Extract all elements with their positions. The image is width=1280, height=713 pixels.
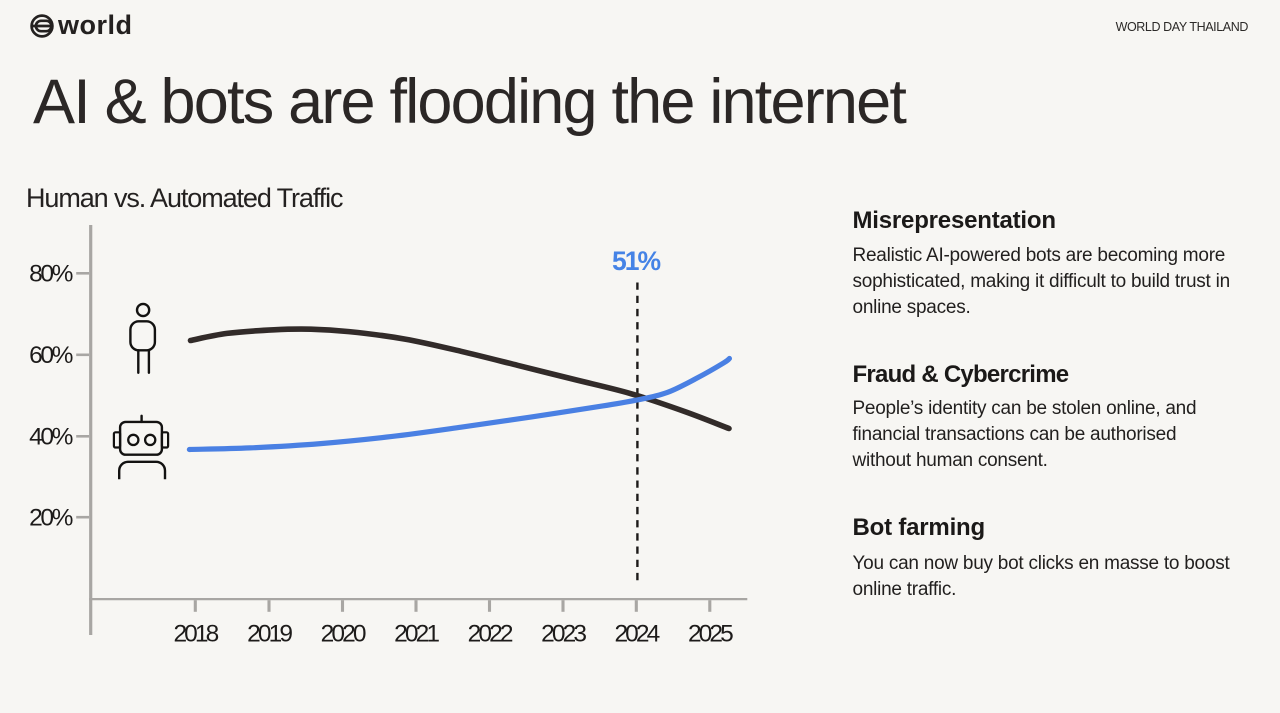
svg-text:60%: 60% (29, 342, 72, 369)
svg-text:2018: 2018 (173, 621, 218, 648)
svg-text:2019: 2019 (247, 621, 292, 648)
svg-text:20%: 20% (29, 505, 72, 532)
svg-text:2022: 2022 (468, 621, 513, 648)
svg-text:2025: 2025 (688, 621, 733, 648)
svg-text:2024: 2024 (614, 621, 659, 648)
svg-text:2023: 2023 (541, 621, 586, 648)
svg-text:2021: 2021 (394, 621, 439, 648)
svg-text:80%: 80% (29, 261, 72, 288)
svg-text:51%: 51% (612, 246, 660, 276)
svg-text:2020: 2020 (321, 621, 366, 648)
svg-text:40%: 40% (29, 424, 72, 451)
